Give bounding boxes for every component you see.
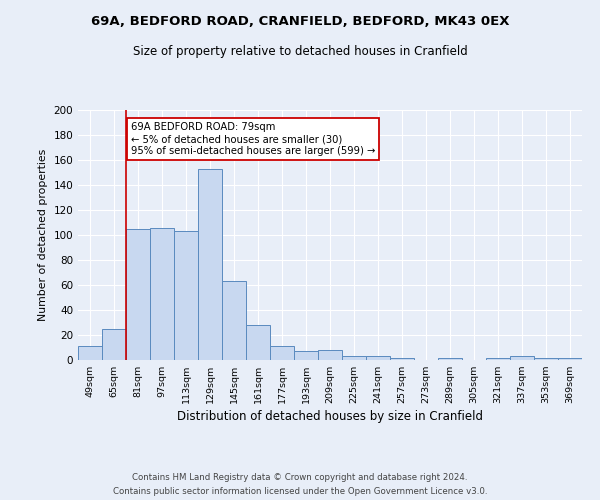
Text: 69A BEDFORD ROAD: 79sqm
← 5% of detached houses are smaller (30)
95% of semi-det: 69A BEDFORD ROAD: 79sqm ← 5% of detached…: [131, 122, 375, 156]
Y-axis label: Number of detached properties: Number of detached properties: [38, 149, 48, 321]
Text: Contains HM Land Registry data © Crown copyright and database right 2024.: Contains HM Land Registry data © Crown c…: [132, 472, 468, 482]
Bar: [510, 356, 534, 360]
Bar: [150, 228, 174, 360]
Bar: [534, 358, 558, 360]
Bar: [78, 346, 102, 360]
Bar: [294, 351, 318, 360]
Bar: [390, 358, 414, 360]
Bar: [222, 281, 246, 360]
Bar: [486, 358, 510, 360]
Bar: [174, 231, 198, 360]
Bar: [318, 350, 342, 360]
Text: 69A, BEDFORD ROAD, CRANFIELD, BEDFORD, MK43 0EX: 69A, BEDFORD ROAD, CRANFIELD, BEDFORD, M…: [91, 15, 509, 28]
Bar: [102, 329, 126, 360]
Bar: [246, 325, 270, 360]
Bar: [558, 358, 582, 360]
Bar: [366, 356, 390, 360]
Bar: [198, 169, 222, 360]
Bar: [126, 229, 150, 360]
Bar: [270, 346, 294, 360]
Bar: [438, 358, 462, 360]
X-axis label: Distribution of detached houses by size in Cranfield: Distribution of detached houses by size …: [177, 410, 483, 424]
Bar: [342, 356, 366, 360]
Text: Size of property relative to detached houses in Cranfield: Size of property relative to detached ho…: [133, 45, 467, 58]
Text: Contains public sector information licensed under the Open Government Licence v3: Contains public sector information licen…: [113, 488, 487, 496]
